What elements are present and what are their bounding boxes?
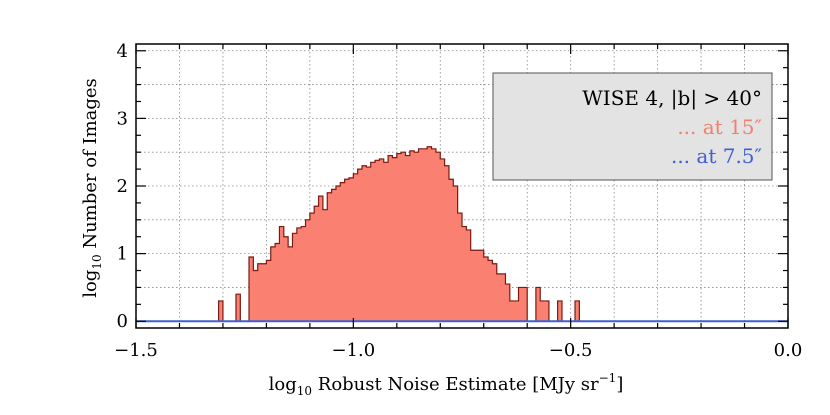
x-axis-label: log10 Robust Noise Estimate [MJy sr−1] (269, 371, 624, 398)
legend-box (492, 72, 773, 181)
x-axis-label-superscript: −1 (599, 371, 617, 385)
x-axis-label-suffix: ] (616, 374, 623, 395)
y-tick-labels: 0 1 2 3 4 (117, 41, 128, 332)
x-axis-label-subscript: 10 (297, 384, 312, 398)
x-tick-label: −1.0 (331, 340, 375, 361)
y-tick-label: 2 (117, 176, 128, 197)
x-tick-label: −0.5 (549, 340, 593, 361)
y-axis-label-prefix: log (80, 270, 101, 298)
y-tick-label: 3 (117, 108, 128, 129)
y-tick-label: 4 (117, 41, 128, 62)
legend-entry-15arcsec: ... at 15″ (677, 115, 762, 139)
legend-entry-7p5arcsec: ... at 7.5″ (671, 144, 762, 168)
y-axis-label: log10 Number of Images (80, 78, 104, 298)
x-tick-labels: −1.5 −1.0 −0.5 0.0 (114, 340, 802, 361)
legend-title: WISE 4, |b| > 40° (582, 86, 762, 111)
x-axis-label-main: Robust Noise Estimate [MJy sr (312, 374, 599, 395)
y-tick-label: 1 (117, 244, 128, 265)
y-axis-label-main: Number of Images (80, 78, 101, 254)
x-tick-label: 0.0 (774, 340, 803, 361)
x-tick-label: −1.5 (114, 340, 158, 361)
y-tick-label: 0 (117, 311, 128, 332)
histogram-15arcsec-fill (218, 146, 584, 322)
y-axis-label-subscript: 10 (90, 254, 104, 269)
histogram-15arcsec-outline (217, 146, 584, 322)
legend: WISE 4, |b| > 40° ... at 15″ ... at 7.5″ (492, 72, 773, 181)
axis-ticks (135, 44, 789, 328)
x-axis-label-prefix: log (269, 374, 297, 395)
